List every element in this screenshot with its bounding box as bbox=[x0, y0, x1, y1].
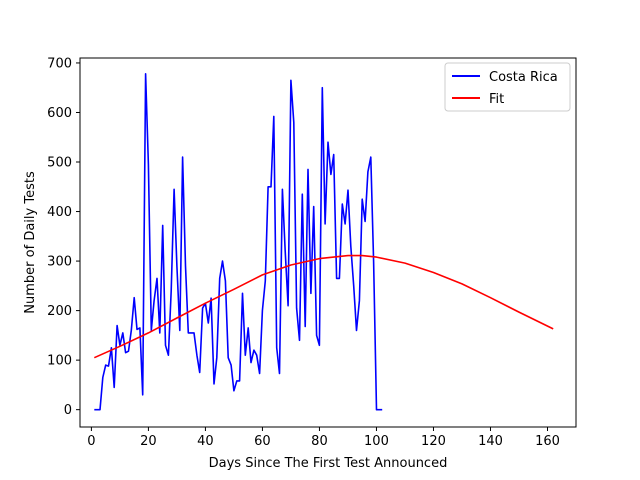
y-axis: 0 100 200 300 400 500 600 700 bbox=[47, 56, 80, 418]
y-tick-label: 500 bbox=[47, 156, 72, 171]
x-axis: 0 20 40 60 80 100 120 140 160 bbox=[87, 427, 560, 449]
y-tick-label: 100 bbox=[47, 354, 72, 369]
y-tick-label: 600 bbox=[47, 106, 72, 121]
series-line-costa-rica bbox=[94, 73, 383, 411]
x-tick-label: 100 bbox=[364, 434, 389, 449]
y-tick-label: 200 bbox=[47, 304, 72, 319]
axes-frame bbox=[79, 57, 577, 428]
x-tick-label: 80 bbox=[311, 434, 328, 449]
x-tick-label: 0 bbox=[87, 434, 95, 449]
y-axis-label: Number of Daily Tests bbox=[23, 171, 38, 314]
y-tick-label: 300 bbox=[47, 255, 72, 270]
x-tick-label: 160 bbox=[535, 434, 560, 449]
y-tick-label: 0 bbox=[64, 403, 72, 418]
legend-label-costa-rica: Costa Rica bbox=[489, 70, 558, 85]
x-tick-label: 60 bbox=[254, 434, 271, 449]
series-line-fit bbox=[93, 254, 554, 359]
x-tick-label: 20 bbox=[140, 434, 157, 449]
y-tick-label: 700 bbox=[47, 56, 72, 71]
x-tick-label: 40 bbox=[197, 434, 214, 449]
x-tick-label: 120 bbox=[421, 434, 446, 449]
x-tick-label: 140 bbox=[478, 434, 503, 449]
y-tick-label: 400 bbox=[47, 205, 72, 220]
legend: Costa Rica Fit bbox=[444, 62, 571, 112]
legend-label-fit: Fit bbox=[489, 92, 504, 107]
x-axis-label: Days Since The First Test Announced bbox=[209, 456, 448, 471]
plot-area bbox=[93, 73, 554, 411]
